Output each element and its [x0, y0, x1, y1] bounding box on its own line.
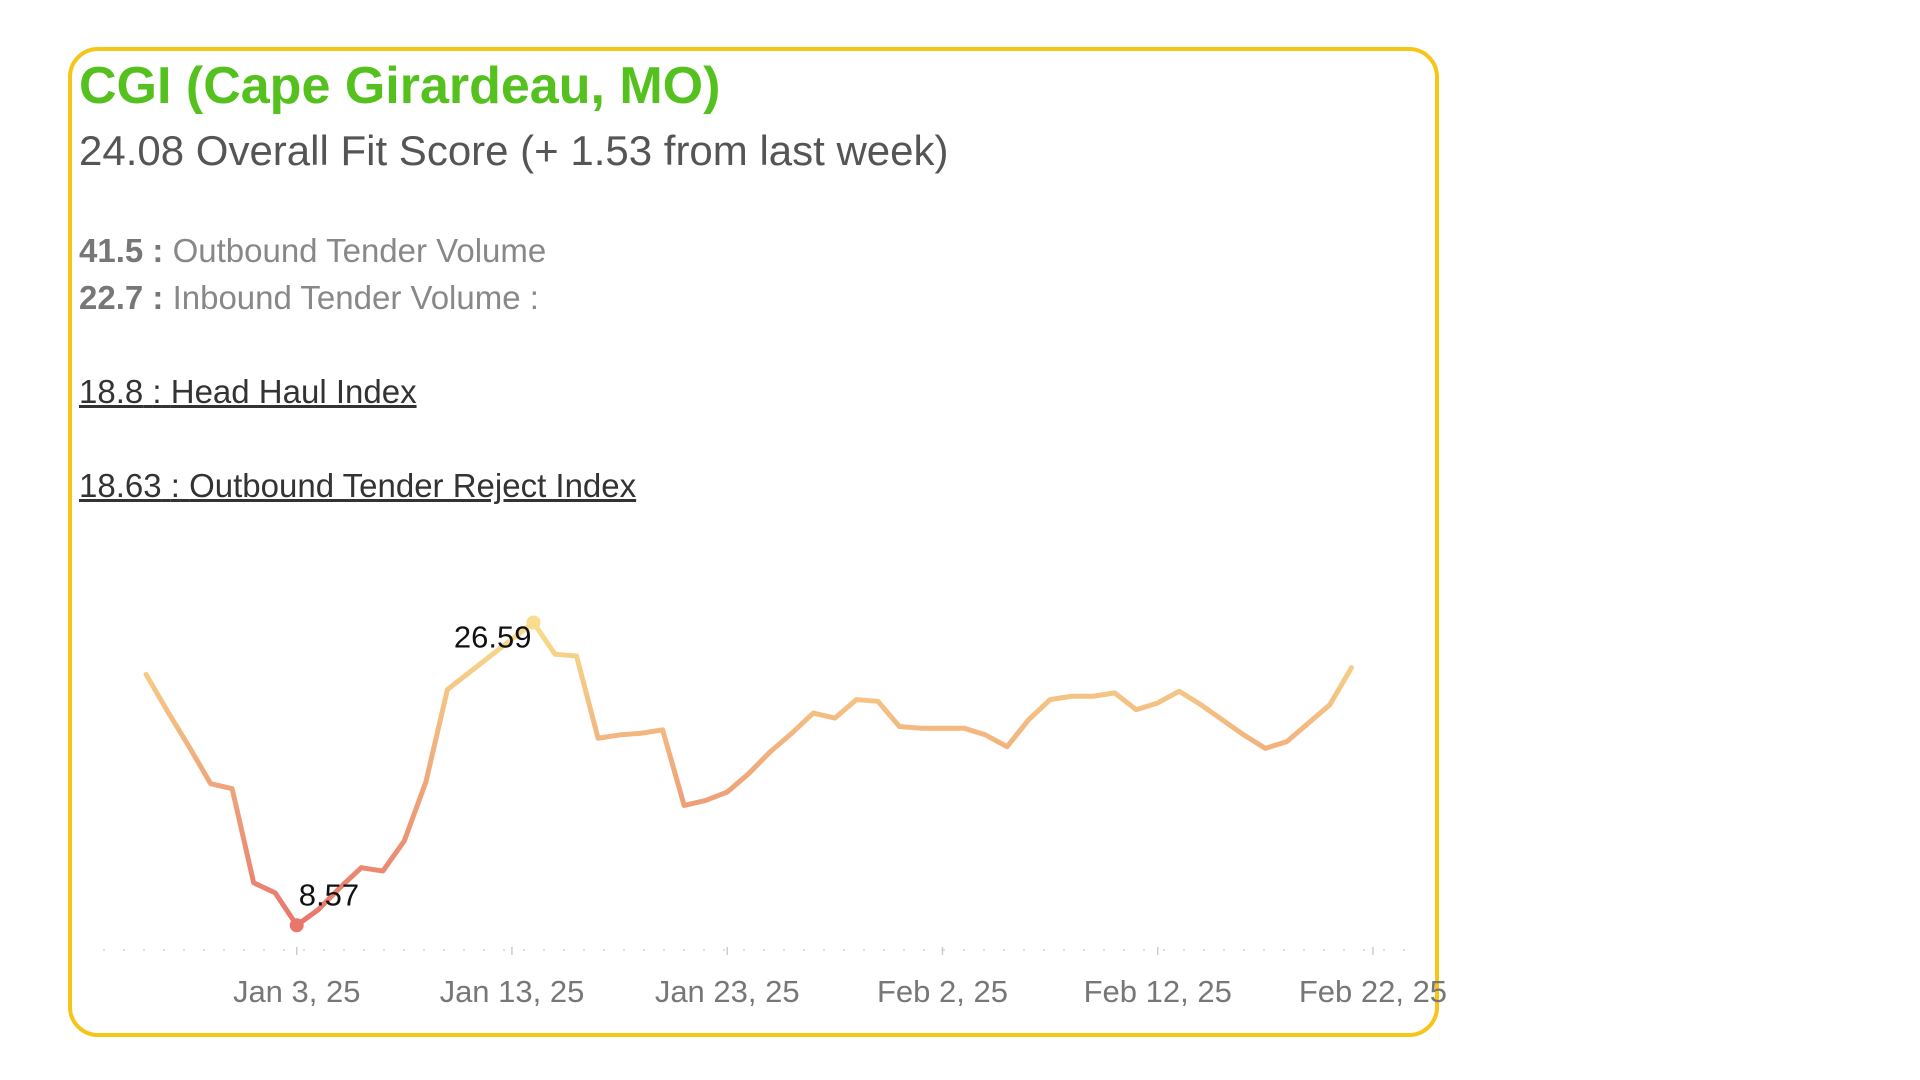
data-label: 8.57 [299, 877, 359, 912]
metric-label: Outbound Tender Volume [172, 232, 547, 269]
metric-separator: : [152, 232, 164, 269]
x-tick-label: Jan 13, 25 [440, 974, 585, 1009]
metric-label: Head Haul Index [170, 373, 417, 410]
metric-separator: : [152, 279, 164, 316]
metric: 18.63 : Outbound Tender Reject Index [79, 467, 636, 505]
metric-value: 22.7 [79, 279, 144, 316]
metric-value: 18.8 [79, 373, 144, 410]
x-tick-label: Feb 22, 25 [1299, 974, 1447, 1009]
point [289, 918, 304, 933]
x-tick-label: Feb 2, 25 [877, 974, 1008, 1009]
metric: 18.8 : Head Haul Index [79, 373, 417, 411]
point [526, 615, 541, 630]
metric-label: Outbound Tender Reject Index [189, 467, 637, 504]
chart-subtitle: 24.08 Overall Fit Score (+ 1.53 from las… [79, 127, 949, 174]
x-tick-label: Jan 3, 25 [233, 974, 361, 1009]
metric-separator: : [170, 467, 180, 504]
metric: 41.5 : Outbound Tender Volume [79, 232, 546, 270]
metric-label: Inbound Tender Volume : [172, 279, 539, 316]
chart-title: CGI (Cape Girardeau, MO) [79, 57, 721, 115]
metric-value: 18.63 [79, 467, 162, 504]
x-tick-label: Feb 12, 25 [1084, 974, 1232, 1009]
x-tick-label: Jan 23, 25 [655, 974, 800, 1009]
data-label: 26.59 [454, 619, 532, 654]
line [143, 619, 1354, 928]
metric: 22.7 : Inbound Tender Volume : [79, 279, 539, 317]
metric-separator: : [152, 373, 162, 410]
metric-value: 41.5 [79, 232, 144, 269]
card [68, 47, 1439, 1037]
